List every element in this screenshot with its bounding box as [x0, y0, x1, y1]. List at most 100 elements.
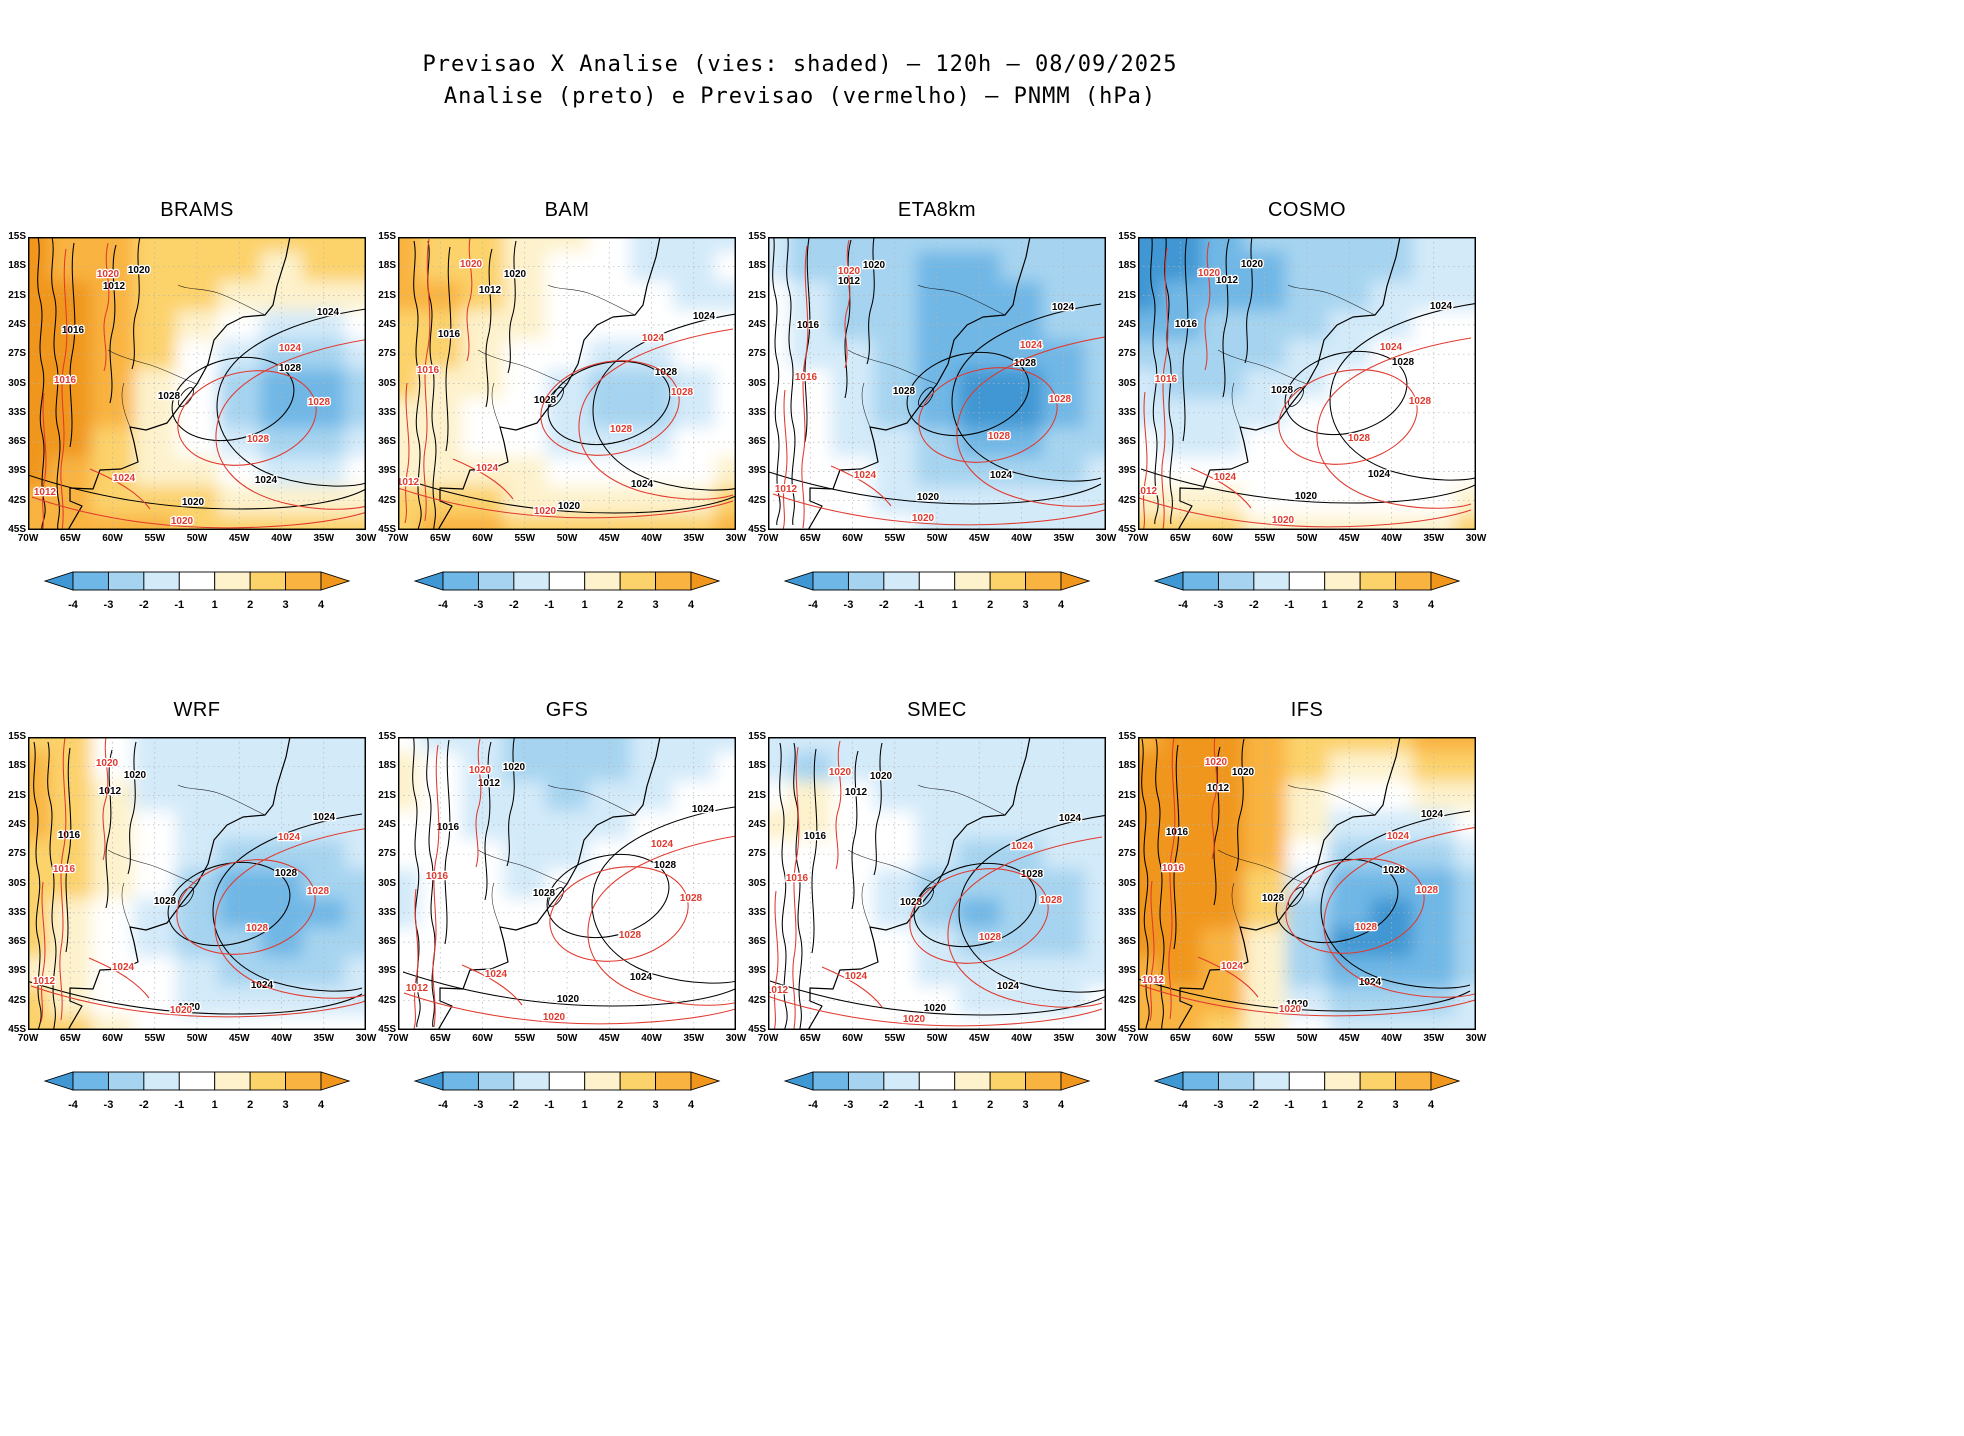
lat-tick-label: 30S	[748, 877, 766, 889]
lat-tick-label: 30S	[1118, 377, 1136, 389]
lat-tick-label: 21S	[8, 289, 26, 301]
colorbar-segment	[1217, 1071, 1255, 1091]
lon-tick-label: 45W	[598, 533, 620, 544]
contour-label: 1024	[1214, 472, 1237, 483]
colorbar-segment	[1182, 571, 1219, 591]
colorbar-segment	[1324, 1071, 1361, 1091]
colorbar-tick-label: -2	[1249, 599, 1259, 611]
colorbar-segment	[1288, 1071, 1326, 1091]
lon-tick-label: 40W	[271, 533, 292, 544]
contour-label: 1024	[278, 832, 301, 843]
colorbar: -4 -3 -2 -1 1 2 3 4	[43, 1071, 351, 1111]
colorbar-tick-label: -4	[1178, 1099, 1189, 1111]
colorbar-tick-label: -3	[844, 1099, 854, 1111]
contour-label: 1020	[1272, 515, 1295, 526]
contour-label: 1024	[1221, 961, 1244, 972]
lon-tick-label: 45W	[228, 1033, 250, 1044]
lat-tick-label: 33S	[378, 906, 396, 918]
lon-tick-label: 35W	[683, 1033, 705, 1044]
lon-tick-label: 55W	[884, 1033, 906, 1044]
lon-tick-label: 30W	[725, 533, 747, 544]
colorbar-tick-label: 3	[283, 1099, 289, 1111]
colorbar-tick-label: -2	[879, 1099, 889, 1111]
lon-tick-label: 55W	[514, 1033, 536, 1044]
bias-map: 1012101610201020102410241028102810121016…	[768, 237, 1106, 530]
colorbar-tick-label: 2	[1357, 599, 1363, 611]
lon-tick-label: 30W	[725, 1033, 747, 1044]
contour-label: 1020	[97, 269, 120, 280]
lon-tick-label: 40W	[641, 533, 662, 544]
lon-tick-label: 70W	[17, 533, 39, 544]
colorbar-tick-label: 3	[653, 599, 659, 611]
contour-label: 1016	[58, 830, 81, 841]
colorbar-segment	[249, 571, 287, 591]
contour-label: 1024	[1421, 809, 1444, 820]
colorbar-segment	[1217, 571, 1255, 591]
contour-label: 1024	[990, 470, 1013, 481]
lat-tick-label: 42S	[748, 994, 766, 1006]
contour-label: 1028	[308, 397, 331, 408]
lat-tick-label: 21S	[8, 789, 26, 801]
colorbar-segment	[143, 571, 180, 591]
colorbar-right-arrow	[1060, 1071, 1091, 1091]
lat-tick-label: 15S	[748, 231, 766, 242]
contour-label: 1016	[426, 871, 449, 882]
colorbar-right-arrow	[1430, 1071, 1461, 1091]
lat-tick-label: 21S	[748, 289, 766, 301]
lat-tick-label: 27S	[8, 848, 26, 860]
contour-label: 1012	[775, 484, 798, 495]
colorbar-segment	[883, 571, 920, 591]
analysis-contours: 1012 1016 1020 1020 1024 1024 1028 1028	[1140, 237, 1476, 525]
contour-label: 1024	[113, 473, 136, 484]
colorbar-tick-label: 1	[212, 599, 218, 611]
panel-title: IFS	[1290, 699, 1324, 721]
grid-lines	[768, 237, 1106, 530]
colorbar-tick-label: 4	[1058, 599, 1065, 611]
grid-lines	[398, 237, 736, 530]
contour-label: 1028	[1014, 358, 1037, 369]
colorbar-tick-label: 3	[1393, 599, 1399, 611]
colorbar-segment	[989, 571, 1027, 591]
colorbar-segment	[1395, 571, 1432, 591]
colorbar-segment	[1359, 571, 1397, 591]
colorbar-tick-label: -1	[174, 1099, 184, 1111]
contour-label: 1024	[1380, 342, 1403, 353]
contour-label: 1020	[1241, 259, 1264, 270]
lat-tick-label: 30S	[8, 377, 26, 389]
contour-label: 1020	[96, 758, 119, 769]
colorbar-tick-label: 3	[283, 599, 289, 611]
colorbar-tick-label: -1	[1284, 599, 1294, 611]
colorbar-tick-label: -3	[474, 1099, 484, 1111]
lon-tick-label: 50W	[186, 533, 208, 544]
lon-tick-label: 45W	[968, 1033, 990, 1044]
colorbar-right-arrow	[1060, 571, 1091, 591]
colorbar-tick-label: 1	[212, 1099, 218, 1111]
colorbar-tick-label: -4	[438, 1099, 449, 1111]
lat-tick-label: 21S	[1118, 289, 1136, 301]
lat-tick-label: 39S	[378, 965, 396, 977]
lon-tick-label: 35W	[313, 533, 335, 544]
contour-label: 1012	[33, 976, 56, 987]
contour-label: 1028	[275, 868, 298, 879]
lon-tick-label: 55W	[514, 533, 536, 544]
contour-label: 1024	[313, 812, 336, 823]
lat-tick-label: 18S	[1118, 260, 1136, 272]
lat-tick-label: 21S	[378, 789, 396, 801]
colorbar-tick-label: -1	[544, 599, 554, 611]
contour-label: 1020	[182, 497, 205, 508]
panel-title: BAM	[544, 199, 590, 221]
contour-label: 1020	[543, 1012, 566, 1023]
panel-ifs: IFS 15S 18S 21S 24S 27S 30S 33S 36S 39S 42S 45S 70W 6…	[1110, 695, 1486, 1125]
lat-tick-label: 24S	[378, 318, 396, 330]
contour-label: 1028	[619, 930, 642, 941]
contour-label: 1024	[845, 971, 868, 982]
contour-label: 1012	[406, 983, 429, 994]
colorbar-tick-label: -3	[1214, 599, 1224, 611]
colorbar-tick-label: 2	[247, 1099, 253, 1111]
grid-lines	[768, 737, 1106, 1030]
bias-map: 1012101610201020102410241028102810121016…	[28, 237, 366, 530]
colorbar-tick-label: 3	[1023, 1099, 1029, 1111]
